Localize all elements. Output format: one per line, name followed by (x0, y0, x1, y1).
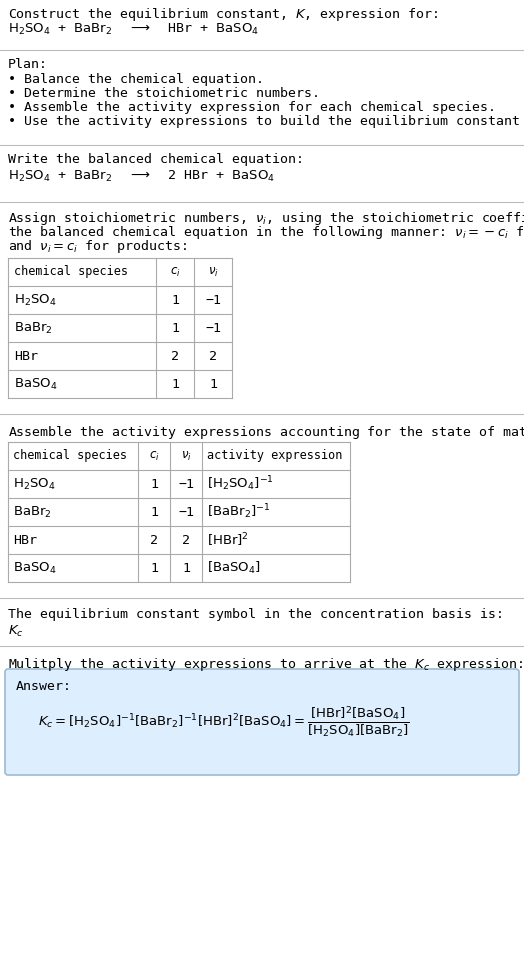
Text: $\mathrm{BaBr_2}$: $\mathrm{BaBr_2}$ (13, 504, 52, 520)
Text: −1: −1 (205, 294, 221, 306)
Text: 2: 2 (171, 349, 179, 363)
Text: HBr: HBr (14, 349, 38, 363)
Text: and $\nu_i = c_i$ for products:: and $\nu_i = c_i$ for products: (8, 238, 187, 255)
Text: HBr: HBr (13, 533, 37, 546)
Text: • Balance the chemical equation.: • Balance the chemical equation. (8, 73, 264, 86)
Text: Write the balanced chemical equation:: Write the balanced chemical equation: (8, 153, 304, 166)
Text: Answer:: Answer: (16, 680, 72, 693)
Text: Assemble the activity expressions accounting for the state of matter and $\nu_i$: Assemble the activity expressions accoun… (8, 424, 524, 441)
Text: the balanced chemical equation in the following manner: $\nu_i = -c_i$ for react: the balanced chemical equation in the fo… (8, 224, 524, 241)
Text: Assign stoichiometric numbers, $\nu_i$, using the stoichiometric coefficients, $: Assign stoichiometric numbers, $\nu_i$, … (8, 210, 524, 227)
Text: The equilibrium constant symbol in the concentration basis is:: The equilibrium constant symbol in the c… (8, 608, 504, 621)
Text: 1: 1 (150, 562, 158, 574)
Text: 1: 1 (182, 562, 190, 574)
Text: Construct the equilibrium constant, $K$, expression for:: Construct the equilibrium constant, $K$,… (8, 6, 438, 23)
Text: • Assemble the activity expression for each chemical species.: • Assemble the activity expression for e… (8, 101, 496, 114)
Text: 1: 1 (209, 377, 217, 390)
Text: $\mathrm{H_2SO_4}$: $\mathrm{H_2SO_4}$ (13, 477, 56, 492)
Text: $[\mathrm{HBr}]^2$: $[\mathrm{HBr}]^2$ (207, 531, 249, 548)
Text: • Determine the stoichiometric numbers.: • Determine the stoichiometric numbers. (8, 87, 320, 100)
Text: $\nu_i$: $\nu_i$ (208, 265, 219, 278)
Text: −1: −1 (178, 505, 194, 519)
Text: $c_i$: $c_i$ (170, 265, 180, 278)
Text: Mulitply the activity expressions to arrive at the $K_c$ expression:: Mulitply the activity expressions to arr… (8, 656, 523, 673)
Text: 1: 1 (171, 322, 179, 335)
Text: 1: 1 (150, 505, 158, 519)
Text: 2: 2 (150, 533, 158, 546)
Text: $\mathrm{BaSO_4}$: $\mathrm{BaSO_4}$ (13, 561, 57, 575)
Text: chemical species: chemical species (14, 265, 128, 278)
Text: $[\mathrm{BaBr_2}]^{-1}$: $[\mathrm{BaBr_2}]^{-1}$ (207, 502, 270, 522)
Text: 1: 1 (171, 377, 179, 390)
Text: −1: −1 (205, 322, 221, 335)
Text: $K_c = [\mathrm{H_2SO_4}]^{-1} [\mathrm{BaBr_2}]^{-1} [\mathrm{HBr}]^2 [\mathrm{: $K_c = [\mathrm{H_2SO_4}]^{-1} [\mathrm{… (38, 704, 410, 740)
Text: −1: −1 (178, 478, 194, 491)
Text: Plan:: Plan: (8, 58, 48, 71)
Text: $\mathrm{BaSO_4}$: $\mathrm{BaSO_4}$ (14, 376, 58, 391)
Text: $\mathrm{H_2SO_4}$ + $\mathrm{BaBr_2}$  $\longrightarrow$  2 HBr + $\mathrm{BaSO: $\mathrm{H_2SO_4}$ + $\mathrm{BaBr_2}$ $… (8, 169, 275, 184)
Text: $K_c$: $K_c$ (8, 624, 24, 639)
Text: activity expression: activity expression (207, 450, 342, 462)
Text: 1: 1 (171, 294, 179, 306)
Text: $\mathrm{H_2SO_4}$: $\mathrm{H_2SO_4}$ (14, 293, 57, 307)
Text: $\mathrm{BaBr_2}$: $\mathrm{BaBr_2}$ (14, 321, 53, 336)
Text: 2: 2 (182, 533, 190, 546)
Text: chemical species: chemical species (13, 450, 127, 462)
Text: $\nu_i$: $\nu_i$ (181, 450, 191, 462)
Text: 1: 1 (150, 478, 158, 491)
Text: 2: 2 (209, 349, 217, 363)
Text: • Use the activity expressions to build the equilibrium constant expression.: • Use the activity expressions to build … (8, 115, 524, 128)
FancyBboxPatch shape (5, 669, 519, 775)
Text: $[\mathrm{BaSO_4}]$: $[\mathrm{BaSO_4}]$ (207, 560, 261, 576)
Text: $[\mathrm{H_2SO_4}]^{-1}$: $[\mathrm{H_2SO_4}]^{-1}$ (207, 475, 274, 494)
Text: $\mathrm{H_2SO_4}$ + $\mathrm{BaBr_2}$  $\longrightarrow$  HBr + $\mathrm{BaSO_4: $\mathrm{H_2SO_4}$ + $\mathrm{BaBr_2}$ $… (8, 22, 259, 37)
Text: $c_i$: $c_i$ (149, 450, 159, 462)
